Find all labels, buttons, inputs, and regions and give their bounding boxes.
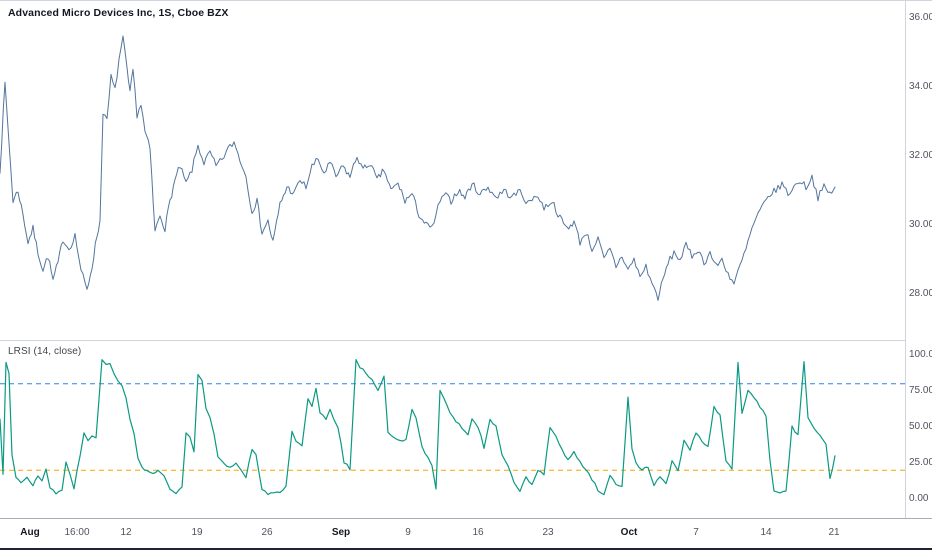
time-tick-label: 16:00	[64, 527, 90, 538]
lrsi-line-series	[0, 359, 836, 496]
time-tick-label: 9	[405, 527, 411, 538]
lrsi-tick-label: 50.00	[909, 421, 932, 432]
price-line-series	[0, 35, 836, 301]
time-tick-label: 16	[472, 527, 484, 538]
time-tick-label: 7	[693, 527, 699, 538]
price-tick-label: 30.00	[909, 219, 932, 230]
time-scale-axis[interactable]: Aug 16:00 12 19 26 Sep 9 16 23 Oct 7 14 21	[0, 518, 932, 549]
lrsi-tick-label: 75.00	[909, 385, 932, 396]
time-tick-label: 14	[760, 527, 772, 538]
lrsi-series-plot	[0, 359, 905, 496]
price-series-plot	[0, 35, 836, 301]
time-tick-label: 19	[191, 527, 203, 538]
lrsi-tick-label: 25.00	[909, 457, 932, 468]
time-tick-label: 12	[120, 527, 132, 538]
time-tick-label: Oct	[620, 527, 638, 538]
price-tick-label: 34.00	[909, 81, 932, 92]
price-pane[interactable]: Advanced Micro Devices Inc, 1S, Cboe BZX	[0, 1, 905, 341]
price-scale-axis[interactable]: 36.00 34.00 32.00 30.00 28.00 100.00 75.00 50.0…	[905, 1, 932, 518]
time-tick-label: 23	[542, 527, 554, 538]
price-tick-label: 32.00	[909, 150, 932, 161]
lrsi-tick-label: 100.00	[909, 349, 932, 360]
time-tick-label: Aug	[20, 527, 40, 538]
price-tick-label: 28.00	[909, 288, 932, 299]
time-tick-label: 21	[828, 527, 840, 538]
price-tick-label: 36.00	[909, 12, 932, 23]
time-tick-label: Sep	[331, 527, 351, 538]
window-bottom-edge	[0, 548, 932, 550]
lrsi-indicator-legend[interactable]: LRSI (14, close)	[8, 346, 82, 357]
lrsi-tick-label: 0.00	[909, 493, 929, 504]
time-tick-label: 26	[261, 527, 273, 538]
lrsi-pane[interactable]: LRSI (14, close)	[0, 341, 905, 518]
symbol-legend[interactable]: Advanced Micro Devices Inc, 1S, Cboe BZX	[8, 7, 229, 19]
